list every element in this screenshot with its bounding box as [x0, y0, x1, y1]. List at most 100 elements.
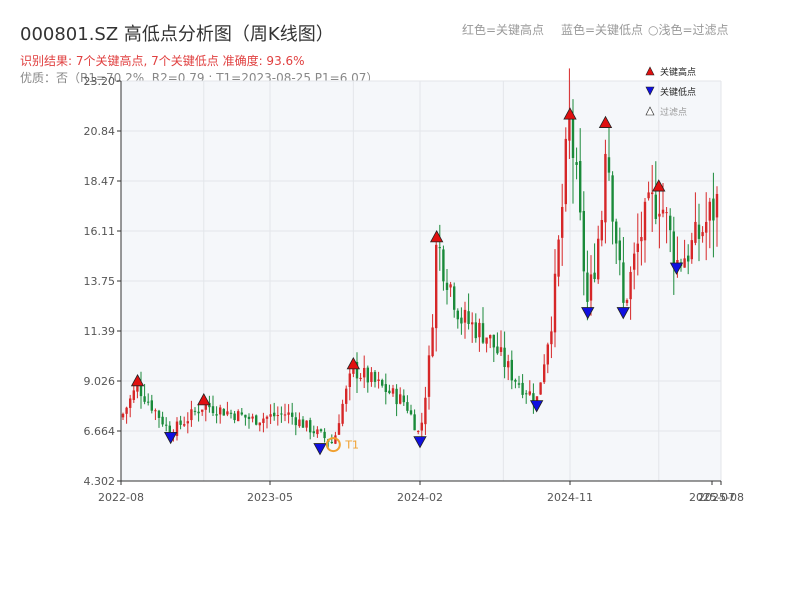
candle-body: [543, 364, 546, 383]
candle-body: [510, 359, 513, 381]
candle-body: [395, 388, 398, 405]
candle-body: [539, 382, 542, 395]
candle-body: [244, 414, 247, 418]
candle-body: [363, 367, 366, 378]
legend-filtered-icon: [645, 106, 655, 116]
candle-body: [625, 300, 629, 303]
candle-body: [316, 429, 319, 435]
candle-body: [402, 395, 405, 403]
candle-body: [132, 390, 135, 400]
candle-body: [582, 210, 585, 272]
candle-body: [165, 424, 168, 426]
legend-key-high-text: 红色=关键高点: [462, 23, 545, 37]
candle-body: [237, 411, 240, 422]
candle-body: [301, 419, 305, 428]
candle-body: [471, 322, 474, 325]
candle-body: [669, 215, 672, 231]
candle-body: [201, 409, 204, 412]
candle-body: [636, 243, 639, 253]
y-tick-label: 23.20: [84, 75, 116, 88]
candle-body: [391, 388, 395, 394]
candle-body: [564, 138, 567, 205]
candle-body: [532, 393, 535, 404]
candle-body: [611, 175, 614, 222]
y-tick-label: 13.75: [84, 275, 116, 288]
candle-body: [579, 160, 582, 213]
t1-annotation-circle: [325, 437, 341, 453]
key-low-marker: [163, 431, 178, 445]
candle-body: [517, 383, 521, 385]
candle-body: [474, 322, 477, 339]
candle-body: [366, 367, 369, 383]
candle-body: [388, 390, 391, 394]
x-tick-label: 2025-07: [689, 491, 735, 504]
key-low-marker: [581, 307, 595, 320]
legend-low-icon: [645, 86, 655, 96]
candle-body: [406, 402, 409, 411]
candle-body: [409, 410, 413, 415]
candle-body: [276, 415, 279, 417]
candle-body: [399, 394, 402, 404]
candle-body: [712, 198, 715, 221]
candle-body: [370, 372, 373, 382]
x-tick-label: 2023-05: [247, 491, 293, 504]
candle-body: [345, 388, 348, 404]
candle-body: [593, 272, 596, 280]
candle-body: [546, 344, 549, 365]
t1-annotation-label: T1: [344, 439, 359, 452]
candle-body: [485, 337, 488, 344]
candle-body: [568, 113, 571, 141]
candle-body: [337, 423, 341, 435]
candle-body: [705, 221, 708, 233]
candle-body: [251, 416, 254, 419]
candle-body: [694, 221, 697, 243]
y-tick-label: 16.11: [84, 225, 116, 238]
candle-body: [348, 373, 351, 387]
candle-body: [183, 424, 186, 426]
page-title: 000801.SZ 高低点分析图（周K线图）: [20, 24, 334, 45]
candle-body: [514, 379, 517, 382]
candle-body: [492, 334, 495, 348]
recognition-result: 识别结果: 7个关键高点, 7个关键低点 准确度: 93.6%: [20, 54, 305, 68]
candle-body: [521, 382, 524, 395]
candle-body: [622, 262, 625, 303]
x-tick-label: 2025-08: [698, 491, 744, 504]
x-tick-label: 2024-02: [397, 491, 443, 504]
candle-body: [557, 239, 560, 277]
candle-body: [633, 253, 636, 270]
candle-body: [305, 420, 308, 428]
candle-body: [215, 414, 218, 416]
candle-body: [658, 213, 661, 217]
candle-body: [129, 398, 132, 408]
candle-body: [197, 411, 200, 414]
y-tick-label: 11.39: [84, 325, 116, 338]
candle-body: [604, 153, 607, 223]
candle-body: [193, 410, 197, 412]
candle-body: [139, 384, 143, 397]
key-low-marker: [616, 307, 630, 320]
key-low-marker: [669, 262, 684, 275]
candle-body: [665, 212, 668, 214]
candle-body: [427, 355, 431, 397]
candle-body: [586, 272, 589, 302]
candle-body: [481, 323, 485, 343]
candle-body: [280, 413, 283, 415]
candle-body: [287, 412, 290, 415]
y-tick-label: 4.302: [84, 475, 116, 488]
legend-filtered-label: 过滤点: [660, 106, 687, 118]
candle-body: [154, 410, 157, 412]
candle-body: [438, 247, 441, 249]
legend-low-label: 关键低点: [660, 86, 696, 98]
candle-body: [229, 412, 233, 414]
candle-body: [442, 249, 445, 282]
y-tick-label: 6.664: [84, 425, 116, 438]
candle-body: [222, 408, 225, 416]
candle-body: [467, 311, 470, 324]
candle-body: [463, 309, 467, 323]
candle-body: [507, 361, 510, 368]
candle-body: [294, 417, 297, 426]
candle-body: [283, 414, 287, 416]
candle-body: [435, 244, 438, 329]
candle-body: [247, 416, 251, 419]
